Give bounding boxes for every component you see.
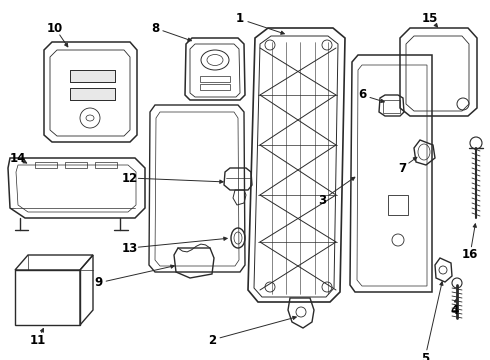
Text: 13: 13 [122, 242, 138, 255]
Text: 6: 6 [358, 89, 366, 102]
Text: 3: 3 [318, 194, 326, 207]
Polygon shape [70, 70, 115, 82]
Text: 16: 16 [462, 248, 478, 261]
Text: 1: 1 [236, 13, 244, 26]
Text: 15: 15 [422, 12, 438, 24]
Text: 7: 7 [398, 162, 406, 175]
Polygon shape [70, 88, 115, 100]
Text: 2: 2 [208, 333, 216, 346]
Text: 5: 5 [421, 351, 429, 360]
Text: 4: 4 [451, 303, 459, 316]
Text: 11: 11 [30, 333, 46, 346]
Text: 14: 14 [10, 152, 26, 165]
Text: 8: 8 [151, 22, 159, 35]
Text: 12: 12 [122, 171, 138, 184]
Text: 9: 9 [94, 276, 102, 289]
Text: 10: 10 [47, 22, 63, 35]
